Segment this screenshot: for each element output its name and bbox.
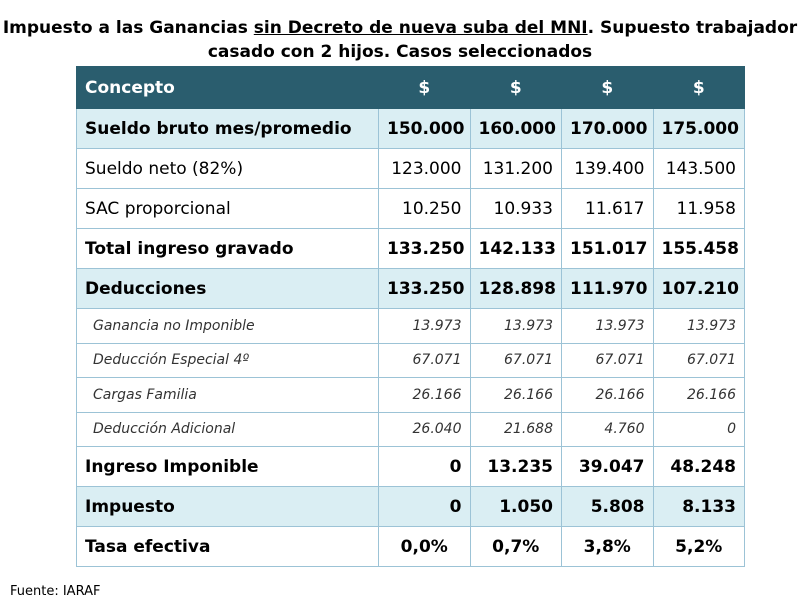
row-deduccion-especial: Deducción Especial 4º 67.071 67.071 67.0…: [76, 342, 745, 378]
cell-value: 143.500: [652, 148, 745, 189]
cell-value: 175.000: [652, 108, 745, 149]
row-label: Total ingreso gravado: [76, 228, 379, 269]
cell-value: 142.133: [469, 228, 562, 269]
cell-value: 11.617: [561, 188, 654, 229]
cell-value: 5,2%: [652, 526, 745, 567]
cell-value: 26.040: [378, 411, 471, 447]
row-label: Cargas Familia: [76, 377, 379, 413]
row-label: Tasa efectiva: [76, 526, 379, 567]
cell-value: 5.808: [561, 486, 654, 527]
header-row: Concepto $ $ $ $: [76, 66, 745, 109]
header-col-2: $: [469, 66, 562, 109]
table-title: Impuesto a las Ganancias sin Decreto de …: [0, 16, 800, 64]
cell-value: 155.458: [652, 228, 745, 269]
cell-value: 131.200: [469, 148, 562, 189]
title-suffix: . Supuesto trabajador: [587, 18, 798, 38]
header-concepto: Concepto: [76, 66, 379, 109]
title-underlined: sin Decreto de nueva suba del MNI: [253, 18, 588, 38]
row-label: Deducciones: [76, 268, 379, 309]
cell-value: 67.071: [652, 342, 745, 378]
cell-value: 0: [378, 486, 471, 527]
cell-value: 8.133: [652, 486, 745, 527]
row-sueldo-neto: Sueldo neto (82%) 123.000 131.200 139.40…: [76, 148, 745, 189]
cell-value: 170.000: [561, 108, 654, 149]
header-col-4: $: [652, 66, 745, 109]
row-deduccion-adicional: Deducción Adicional 26.040 21.688 4.760 …: [76, 411, 745, 447]
row-label: SAC proporcional: [76, 188, 379, 229]
row-ganancia-no-imponible: Ganancia no Imponible 13.973 13.973 13.9…: [76, 308, 745, 344]
cell-value: 10.250: [378, 188, 471, 229]
cell-value: 107.210: [652, 268, 745, 309]
cell-value: 150.000: [378, 108, 471, 149]
cell-value: 133.250: [378, 268, 471, 309]
cell-value: 48.248: [652, 446, 745, 487]
row-label: Ingreso Imponible: [76, 446, 379, 487]
cell-value: 1.050: [469, 486, 562, 527]
header-col-3: $: [561, 66, 654, 109]
row-ingreso-imponible: Ingreso Imponible 0 13.235 39.047 48.248: [76, 446, 745, 487]
cell-value: 26.166: [561, 377, 654, 413]
cell-value: 26.166: [652, 377, 745, 413]
cell-value: 67.071: [561, 342, 654, 378]
cell-value: 21.688: [469, 411, 562, 447]
cell-value: 151.017: [561, 228, 654, 269]
title-line-1: Impuesto a las Ganancias sin Decreto de …: [0, 16, 800, 40]
row-label: Deducción Adicional: [76, 411, 379, 447]
cell-value: 128.898: [469, 268, 562, 309]
cell-value: 67.071: [469, 342, 562, 378]
row-label: Ganancia no Imponible: [76, 308, 379, 344]
header-col-1: $: [378, 66, 471, 109]
row-cargas-familia: Cargas Familia 26.166 26.166 26.166 26.1…: [76, 377, 745, 413]
cell-value: 13.973: [378, 308, 471, 344]
cell-value: 0: [652, 411, 745, 447]
cell-value: 13.235: [469, 446, 562, 487]
cell-value: 10.933: [469, 188, 562, 229]
cell-value: 13.973: [561, 308, 654, 344]
title-line-2: casado con 2 hijos. Casos seleccionados: [207, 42, 593, 62]
row-total-ingreso: Total ingreso gravado 133.250 142.133 15…: [76, 228, 745, 269]
cell-value: 3,8%: [561, 526, 654, 567]
cell-value: 39.047: [561, 446, 654, 487]
row-label: Sueldo bruto mes/promedio: [76, 108, 379, 149]
cell-value: 139.400: [561, 148, 654, 189]
tax-table: Concepto $ $ $ $ Sueldo bruto mes/promed…: [76, 66, 745, 567]
cell-value: 13.973: [652, 308, 745, 344]
source-note: Fuente: IARAF: [10, 584, 101, 599]
row-label: Sueldo neto (82%): [76, 148, 379, 189]
cell-value: 67.071: [378, 342, 471, 378]
cell-value: 0,0%: [378, 526, 471, 567]
cell-value: 123.000: [378, 148, 471, 189]
cell-value: 26.166: [469, 377, 562, 413]
row-sac: SAC proporcional 10.250 10.933 11.617 11…: [76, 188, 745, 229]
cell-value: 160.000: [469, 108, 562, 149]
cell-value: 111.970: [561, 268, 654, 309]
cell-value: 4.760: [561, 411, 654, 447]
cell-value: 0,7%: [469, 526, 562, 567]
cell-value: 13.973: [469, 308, 562, 344]
row-label: Deducción Especial 4º: [76, 342, 379, 378]
cell-value: 0: [378, 446, 471, 487]
row-label: Impuesto: [76, 486, 379, 527]
row-tasa-efectiva: Tasa efectiva 0,0% 0,7% 3,8% 5,2%: [76, 526, 745, 567]
row-deducciones: Deducciones 133.250 128.898 111.970 107.…: [76, 268, 745, 309]
cell-value: 133.250: [378, 228, 471, 269]
row-impuesto: Impuesto 0 1.050 5.808 8.133: [76, 486, 745, 527]
title-prefix: Impuesto a las Ganancias: [2, 18, 254, 38]
row-sueldo-bruto: Sueldo bruto mes/promedio 150.000 160.00…: [76, 108, 745, 149]
cell-value: 11.958: [652, 188, 745, 229]
cell-value: 26.166: [378, 377, 471, 413]
